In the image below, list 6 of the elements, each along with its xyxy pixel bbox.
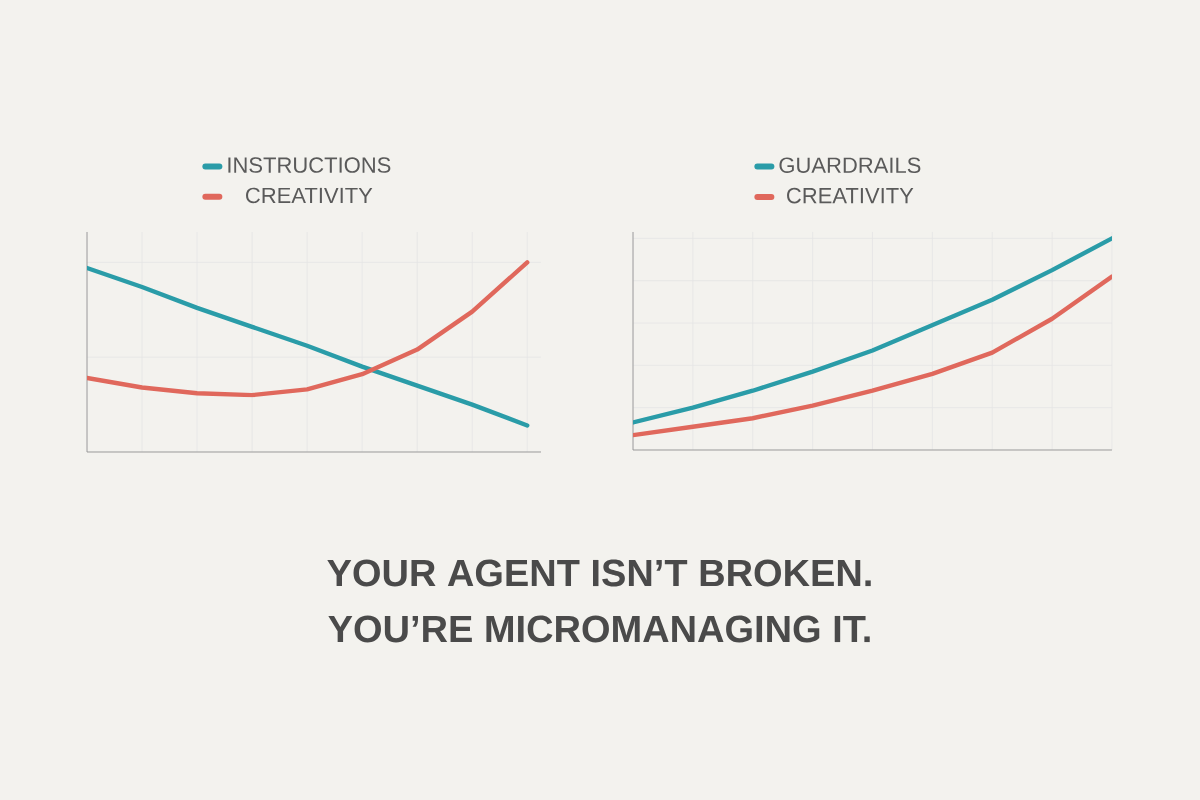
legend-label: INSTRUCTIONS xyxy=(228,157,391,173)
legend-label: CREATIVITY xyxy=(787,187,914,204)
text: YOUR AGENT ISN’T BROKEN. xyxy=(327,559,871,587)
legend-label: GUARDRAILS xyxy=(779,157,921,174)
text: YOU’RE MICROMANAGING IT. xyxy=(328,615,870,643)
legend-label: CREATIVITY xyxy=(246,187,373,204)
